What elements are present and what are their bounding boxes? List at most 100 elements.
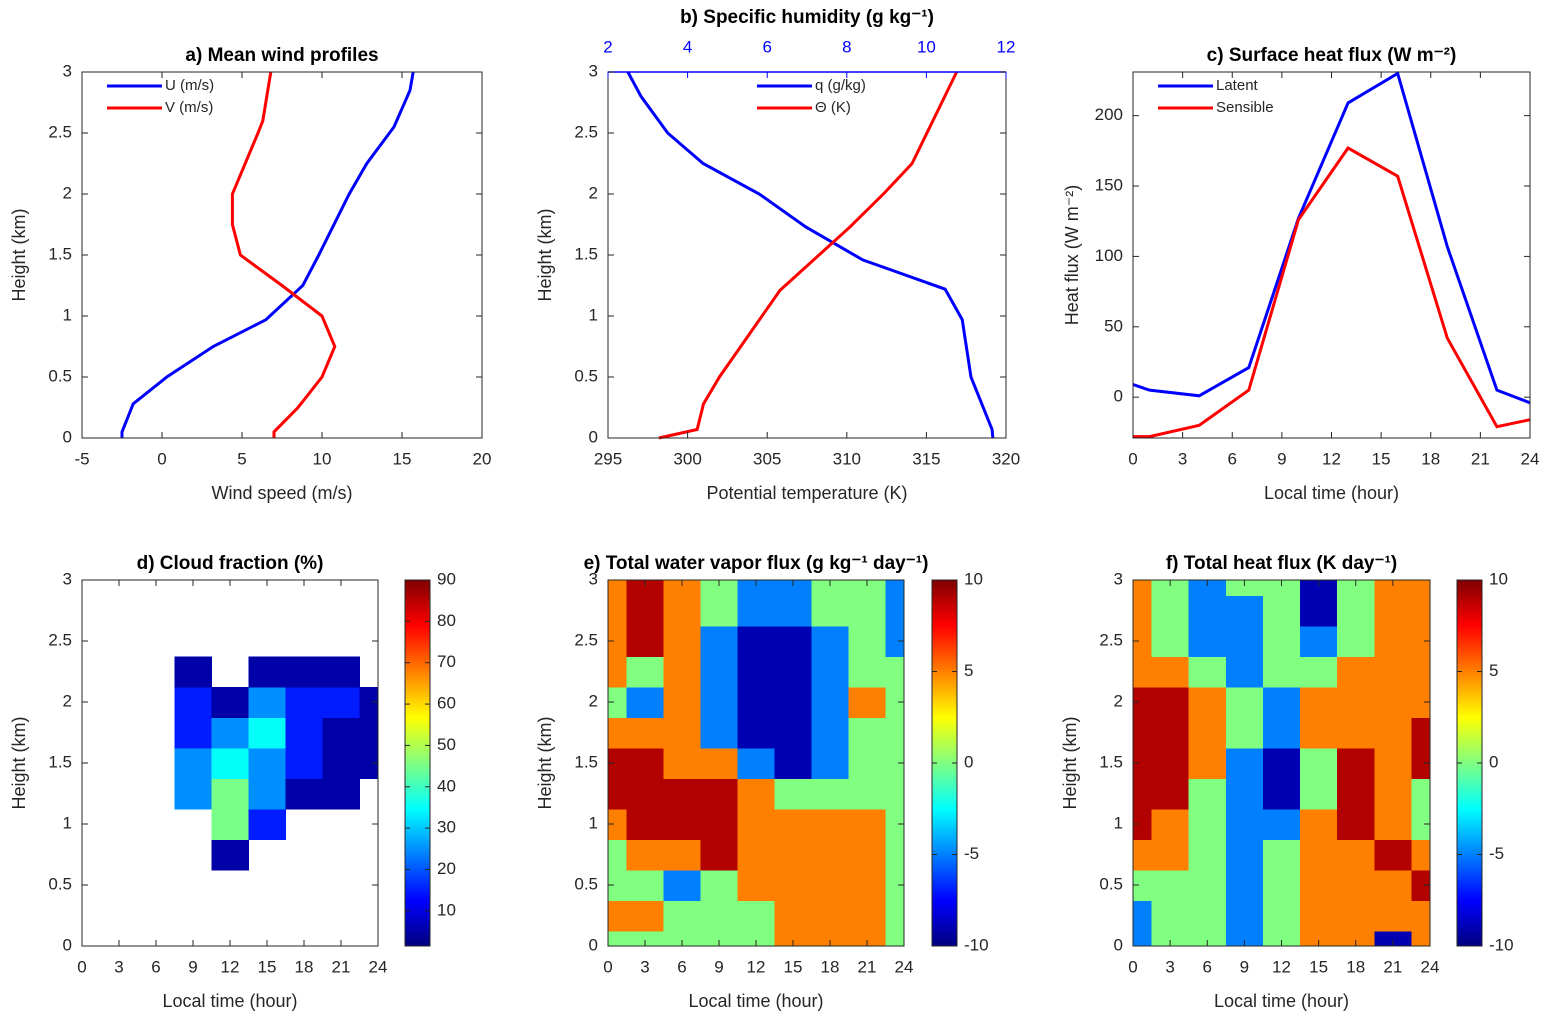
x-tick-label: 24 — [369, 957, 388, 976]
contour-cell — [737, 580, 776, 596]
legend-label: q (g/kg) — [815, 77, 866, 94]
y-tick-label: 0 — [63, 427, 72, 446]
colorbar-tick-label: -10 — [1489, 935, 1514, 954]
contour-cell — [1374, 778, 1413, 810]
contour-cell — [1225, 717, 1264, 749]
contour-cell — [1374, 580, 1413, 596]
y-tick-label: 3 — [1114, 569, 1123, 588]
contour-cell — [774, 747, 813, 779]
contour-cell — [1151, 580, 1190, 596]
x2-tick-label: 2 — [603, 37, 612, 56]
colorbar-tick-label: 20 — [437, 859, 456, 878]
x-tick-label: 3 — [640, 957, 649, 976]
contour-cell — [608, 930, 628, 947]
contour-cell — [1374, 900, 1413, 932]
y-tick-label: 0.5 — [574, 874, 598, 893]
contour-cell — [885, 869, 905, 901]
contour-cell — [626, 580, 665, 596]
contour-cell — [737, 869, 776, 901]
contour-cell — [1225, 900, 1264, 932]
contour-cell — [737, 656, 776, 688]
contour-cell — [1262, 717, 1301, 749]
x2-tick-label: 4 — [683, 37, 692, 56]
contour-cell — [322, 656, 361, 688]
x-tick-label: 5 — [237, 449, 246, 468]
contour-cell — [1225, 808, 1264, 840]
contour-cell — [1151, 900, 1190, 932]
contour-cell — [885, 625, 905, 657]
contour-cell — [1262, 869, 1301, 901]
y-tick-label: 2 — [589, 183, 598, 202]
contour-cell — [1225, 686, 1264, 718]
contour-cell — [848, 869, 887, 901]
contour-cell — [626, 839, 665, 871]
y-tick-label: 0 — [63, 935, 72, 954]
contour-cell — [774, 580, 813, 596]
contour-cell — [774, 595, 813, 627]
contour-cell — [1225, 656, 1264, 688]
y-tick-label: 1.5 — [48, 752, 72, 771]
panel-title: f) Total heat flux (K day⁻¹) — [1166, 553, 1397, 574]
contour-cell — [1262, 808, 1301, 840]
contour-cell — [848, 839, 887, 871]
x-axis-label: Local time (hour) — [1264, 483, 1399, 503]
contour-cell — [1188, 747, 1227, 779]
contour-cell — [1133, 869, 1153, 901]
contour-cell — [626, 595, 665, 627]
legend-label: Latent — [1216, 77, 1259, 94]
x-tick-label: 20 — [473, 449, 492, 468]
x-tick-label: 15 — [1309, 957, 1328, 976]
panel-title: a) Mean wind profiles — [185, 45, 378, 66]
panel-title: c) Surface heat flux (W m⁻²) — [1207, 45, 1457, 66]
contour-cell — [1262, 580, 1301, 596]
y-tick-label: 0 — [589, 935, 598, 954]
contour-cell — [248, 778, 287, 810]
contour-cell — [1337, 686, 1375, 718]
legend-label: Θ (K) — [815, 99, 851, 116]
contour-cell — [1374, 747, 1413, 779]
contour-cell — [1411, 656, 1431, 688]
contour-cell — [700, 717, 739, 749]
contour-cell — [1225, 595, 1264, 627]
contour-cell — [1133, 778, 1153, 810]
contour-cell — [285, 747, 324, 779]
x-tick-label: 320 — [992, 449, 1020, 468]
profile-line — [120, 71, 415, 438]
contour-cell — [1411, 595, 1431, 627]
contour-cell — [1300, 839, 1338, 871]
contour-cell — [811, 686, 850, 718]
contour-cell — [1337, 656, 1375, 688]
contour-cell — [1411, 717, 1431, 749]
contour-cell — [663, 900, 702, 932]
contour-cell — [211, 717, 250, 749]
contour-cell — [1133, 808, 1153, 840]
contour-cell — [1262, 595, 1301, 627]
contour-cell — [1188, 717, 1227, 749]
contour-cell — [1188, 869, 1227, 901]
contour-cell — [1374, 625, 1413, 657]
contour-cell — [848, 686, 887, 718]
contour-cell — [737, 686, 776, 718]
contour-cell — [885, 900, 905, 932]
profile-line — [230, 71, 337, 438]
y-axis-label: Heat flux (W m⁻²) — [1062, 185, 1082, 326]
y-tick-label: 1.5 — [574, 752, 598, 771]
contour-cell — [1337, 717, 1375, 749]
x-tick-label: 0 — [77, 957, 86, 976]
contour-cell — [774, 900, 813, 932]
contour-cell — [174, 747, 213, 779]
x-tick-label: 12 — [747, 957, 766, 976]
x-tick-label: 21 — [1471, 449, 1490, 468]
contour-cell — [1374, 839, 1413, 871]
contour-cell — [848, 595, 887, 627]
contour-cell — [848, 625, 887, 657]
x-tick-label: 3 — [114, 957, 123, 976]
contour-cell — [359, 747, 379, 779]
contour-cell — [1300, 656, 1338, 688]
contour-cell — [211, 747, 250, 779]
y-tick-label: 2.5 — [48, 630, 72, 649]
contour-cell — [1151, 808, 1190, 840]
contour-cell — [848, 717, 887, 749]
contour-cell — [1133, 656, 1153, 688]
contour-cell — [211, 839, 250, 871]
